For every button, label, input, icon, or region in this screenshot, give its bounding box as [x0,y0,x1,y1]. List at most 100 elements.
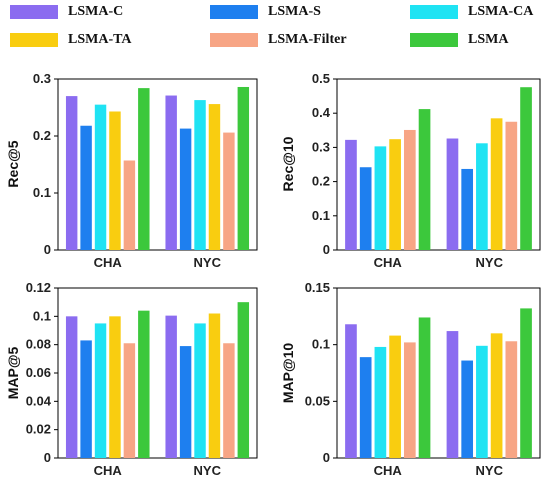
bar [446,331,459,458]
legend-label: LSMA-TA [68,32,132,47]
bar [237,302,250,458]
legend-label: LSMA-S [268,4,321,19]
legend-swatch [210,33,258,47]
chart-panel: 0 0.02 0.04 0.06 0.08 0.1 0.12 MAP@5 CHA NYC [5,280,258,478]
legend-swatch [210,5,258,19]
bar [94,323,107,458]
y-tick-label: 0 [44,450,51,465]
bar [345,324,357,458]
plot-frame [57,78,258,251]
chart-panel: 0 0.1 0.2 0.3 Rec@5 CHA NYC [5,71,258,270]
y-axis-label: Rec@10 [280,136,296,191]
bar [65,96,78,250]
bar [109,111,121,250]
bar [165,95,177,250]
y-tick-label: 0.04 [26,393,52,408]
bar [476,345,488,458]
y-tick-label: 0.5 [312,71,330,86]
legend-label: LSMA [468,32,509,47]
legend-label: LSMA-CA [468,4,534,19]
bar [165,315,177,458]
bar [374,346,387,458]
bar [505,341,518,458]
x-category-label: CHA [374,255,403,270]
bar [123,160,136,250]
bar [208,313,221,458]
bar [80,125,92,250]
bar [80,340,92,458]
bar [446,138,459,250]
bar [208,104,221,250]
bar [109,316,121,458]
bar [461,168,474,250]
y-tick-label: 0.05 [305,393,330,408]
legend-label: LSMA-C [68,4,124,19]
y-axis-label: MAP@5 [5,347,21,400]
y-tick-label: 0.4 [312,105,331,120]
plot-frame [336,78,541,251]
bar [418,109,431,250]
bar [520,87,532,250]
y-tick-label: 0 [44,242,51,257]
bar [490,333,503,458]
bar [359,167,372,250]
bar [237,86,250,250]
y-tick-label: 0 [323,450,330,465]
y-tick-label: 0.1 [312,208,330,223]
legend-swatch [410,5,458,19]
bar [520,308,532,458]
x-category-label: CHA [94,255,123,270]
y-tick-label: 0.3 [312,139,330,154]
y-tick-label: 0.06 [26,365,51,380]
y-tick-label: 0.1 [312,337,330,352]
bar [490,118,503,250]
bar [223,132,235,250]
legend-item: LSMA-TA [10,32,132,48]
x-category-label: NYC [194,255,222,270]
legend-item: LSMA-C [10,4,123,20]
chart-panel: 0 0.05 0.1 0.15 MAP@10 CHA NYC [280,280,541,478]
charts-grid: 0 0.1 0.2 0.3 Rec@5 CHA NYC 0 0.1 0.2 0.3 0.4 0.5 Rec… [5,71,541,478]
y-axis-label: MAP@10 [280,343,296,404]
y-tick-label: 0.1 [33,185,51,200]
y-tick-label: 0.2 [33,128,51,143]
y-tick-label: 0.12 [26,280,51,295]
bar [194,323,206,458]
bar [389,335,401,458]
legend-item: LSMA-S [210,4,321,20]
legend-swatch [410,33,458,47]
y-tick-label: 0.3 [33,71,51,86]
bar [461,360,474,458]
bar [345,139,357,250]
plot-frame [336,287,541,459]
bar [194,100,206,250]
bar [123,343,136,458]
legend-item: LSMA-Filter [210,32,347,48]
legend: LSMA-C LSMA-S LSMA-CA LSMA-TA LSMA-Filter LSM… [0,0,550,60]
legend-item: LSMA [410,32,508,48]
bar [138,310,150,458]
bar [359,357,372,458]
y-tick-label: 0.2 [312,174,330,189]
legend-label: LSMA-Filter [268,32,347,47]
bar [418,317,431,458]
bar [403,129,416,250]
bar [94,104,107,251]
chart-panel: 0 0.1 0.2 0.3 0.4 0.5 Rec@10 CHA NYC [280,71,541,270]
y-tick-label: 0 [323,242,330,257]
legend-swatch [10,33,58,47]
y-tick-label: 0.15 [305,280,330,295]
bar [138,88,150,251]
bar [65,316,78,458]
y-tick-label: 0.08 [26,337,51,352]
x-category-label: NYC [194,463,222,478]
y-tick-label: 0.1 [33,308,51,323]
bar [374,146,387,250]
y-tick-label: 0.02 [26,422,51,437]
bar [179,128,192,250]
bar [223,343,235,458]
x-category-label: NYC [476,463,504,478]
x-category-label: NYC [476,255,504,270]
x-category-label: CHA [94,463,123,478]
bar [505,121,518,250]
